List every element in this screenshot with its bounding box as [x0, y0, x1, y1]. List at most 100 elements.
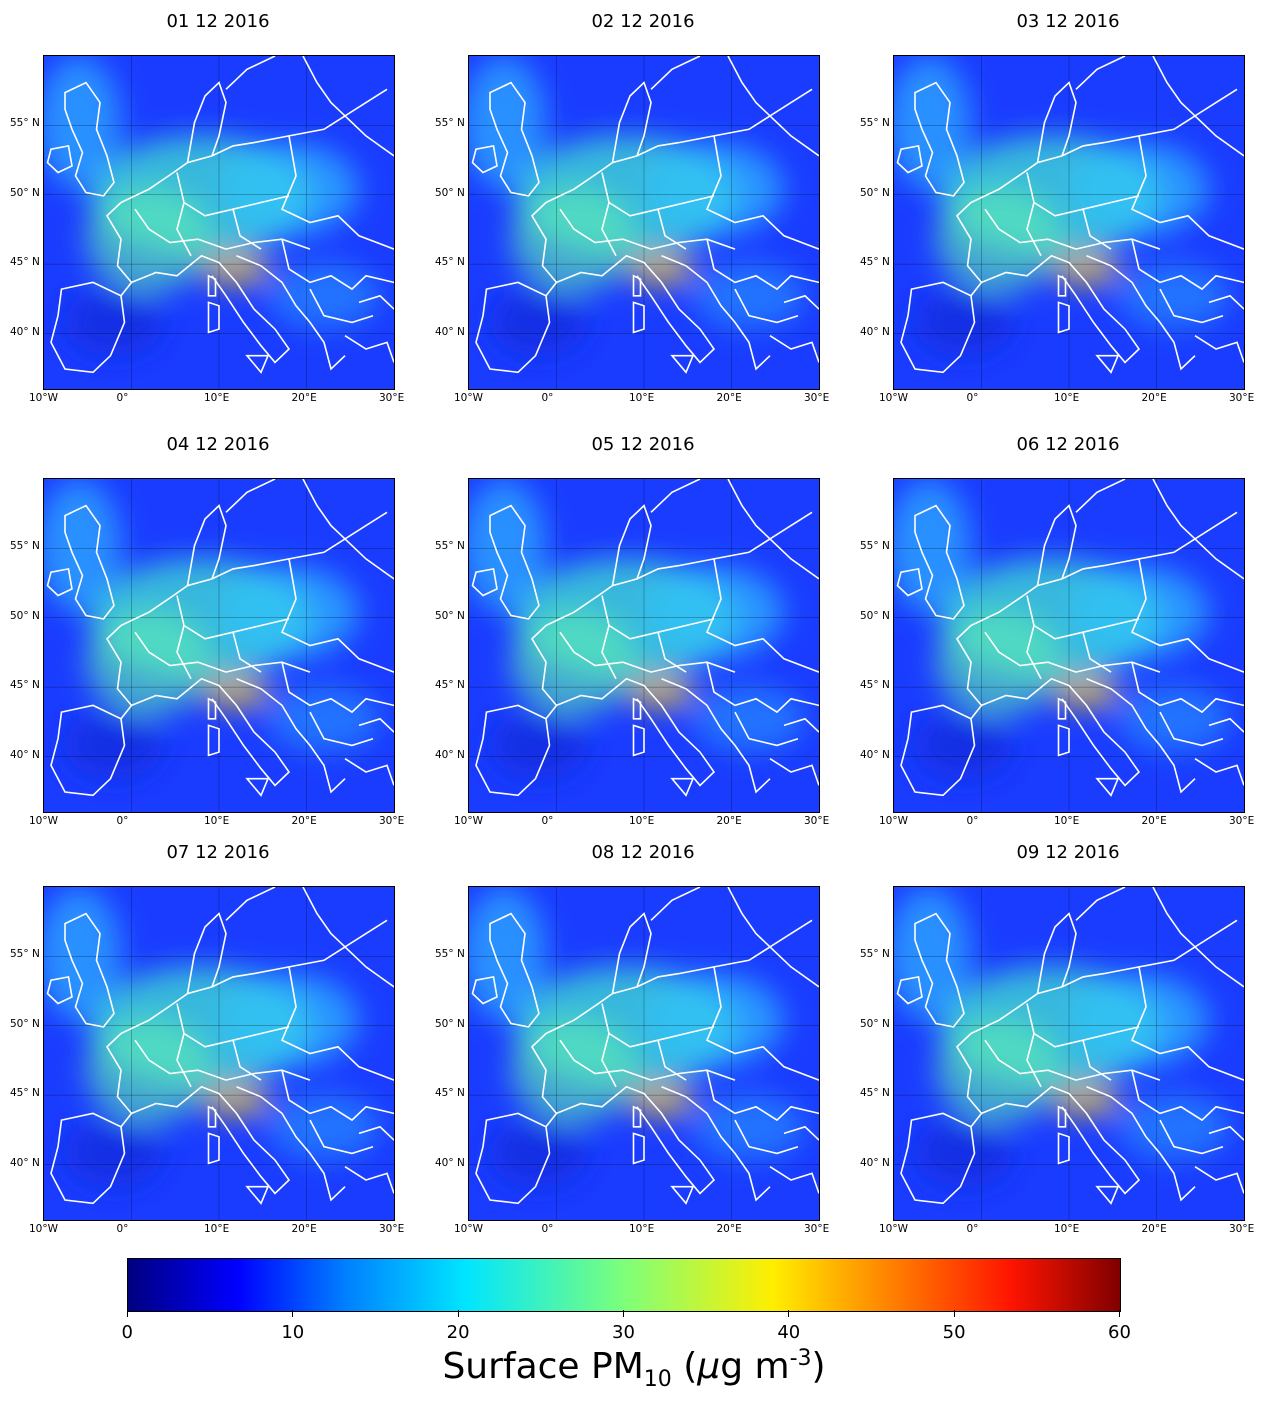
- coastline: [632, 274, 642, 297]
- coastline: [530, 201, 558, 297]
- coastline: [236, 678, 346, 794]
- lon-tick-label: 30°E: [379, 392, 405, 404]
- coastline: [50, 704, 126, 797]
- panel-title: 08 12 2016: [591, 842, 695, 863]
- map-canvas: [44, 479, 394, 812]
- coastline: [970, 946, 1196, 1035]
- panel-title: 03 12 2016: [1016, 11, 1120, 32]
- coastline: [207, 301, 220, 334]
- coastline: [1026, 625, 1042, 680]
- pm10-field: [894, 887, 1230, 1187]
- coastline: [632, 697, 642, 720]
- coastline: [900, 281, 976, 374]
- pm10-field: [469, 887, 805, 1187]
- coastline: [302, 479, 388, 540]
- colorbar-label-unit-pre: (: [671, 1346, 698, 1387]
- colorbar-tick: [1119, 1310, 1120, 1317]
- lat-tick-label: 45° N: [860, 679, 890, 692]
- lon-tick-label: 10°E: [1054, 1223, 1080, 1235]
- coastline: [559, 1039, 736, 1081]
- coastline: [176, 202, 192, 257]
- coastline: [245, 354, 270, 374]
- map-panel: [43, 886, 395, 1221]
- coastline: [734, 288, 799, 324]
- coastline: [309, 1119, 374, 1155]
- colorbar-tick-label: 50: [942, 1322, 966, 1343]
- coastline: [207, 274, 217, 297]
- lon-tick-label: 30°E: [1229, 815, 1255, 827]
- colorbar-tick: [623, 1310, 624, 1317]
- pm10-field: [469, 479, 805, 779]
- lon-tick-label: 0°: [116, 1223, 129, 1235]
- colorbar-tick-label: 10: [281, 1322, 305, 1343]
- coastline: [344, 758, 394, 786]
- coastline: [727, 887, 813, 948]
- coastline: [530, 1032, 558, 1128]
- lon-tick-label: 10°W: [454, 1223, 483, 1235]
- coastline: [105, 624, 133, 720]
- panel-title: 04 12 2016: [166, 434, 270, 455]
- coastline: [783, 717, 819, 733]
- coastline: [769, 115, 819, 157]
- coastline: [632, 724, 645, 757]
- coastline: [232, 208, 262, 250]
- map-panel: [43, 55, 395, 390]
- lat-tick-label: 50° N: [435, 186, 465, 199]
- lon-tick-label: 0°: [541, 1223, 554, 1235]
- coastline: [280, 966, 394, 1081]
- coastline: [601, 1033, 617, 1088]
- coastline: [955, 624, 983, 720]
- coastline: [225, 56, 276, 90]
- map-panel: [893, 55, 1245, 390]
- lat-tick-label: 40° N: [435, 325, 465, 338]
- lon-tick-label: 0°: [966, 815, 979, 827]
- lat-tick-label: 40° N: [10, 748, 40, 761]
- coastline: [545, 946, 771, 1035]
- lon-tick-label: 10°W: [879, 815, 908, 827]
- coastline: [120, 538, 346, 627]
- colorbar-tick-label: 30: [612, 1322, 635, 1343]
- coastline: [1194, 335, 1244, 363]
- lon-tick-label: 20°E: [291, 815, 317, 827]
- coastline: [46, 567, 73, 597]
- coastline: [1131, 662, 1244, 714]
- lon-tick-label: 10°E: [204, 1223, 230, 1235]
- colorbar-tick-label: 20: [446, 1322, 470, 1343]
- coastline: [176, 595, 290, 640]
- coastline: [601, 172, 715, 217]
- map-panel: [468, 886, 820, 1221]
- coastline: [134, 1039, 311, 1081]
- lat-tick-label: 50° N: [10, 1017, 40, 1030]
- colorbar-tick-label: 60: [1108, 1322, 1131, 1343]
- coastline: [1026, 595, 1140, 640]
- coastline: [981, 1085, 1141, 1195]
- coastline: [611, 504, 652, 586]
- colorbar: [127, 1258, 1121, 1312]
- coastline: [46, 975, 73, 1005]
- coastline: [280, 558, 394, 673]
- coastline: [207, 724, 220, 757]
- lon-tick-label: 30°E: [1229, 392, 1255, 404]
- lat-tick-label: 40° N: [10, 325, 40, 338]
- coastline: [46, 144, 73, 174]
- lon-tick-label: 10°W: [29, 1223, 58, 1235]
- panel-title: 06 12 2016: [1016, 434, 1120, 455]
- coastline: [670, 777, 695, 797]
- lon-tick-label: 20°E: [1141, 1223, 1167, 1235]
- coastline: [120, 946, 346, 1035]
- coastline: [705, 966, 819, 1081]
- colorbar-label-unit: g m: [720, 1346, 790, 1387]
- coastline: [50, 1112, 126, 1205]
- coastline: [245, 777, 270, 797]
- coastline: [545, 115, 771, 204]
- coastline: [1036, 81, 1077, 163]
- coastline: [281, 239, 394, 291]
- coastline: [1194, 115, 1244, 157]
- map-panel: [43, 478, 395, 813]
- coastline: [1194, 538, 1244, 580]
- lat-tick-label: 50° N: [860, 1017, 890, 1030]
- coastline: [176, 625, 192, 680]
- coastline: [344, 946, 394, 988]
- lat-tick-label: 50° N: [10, 609, 40, 622]
- coastline: [1026, 172, 1140, 217]
